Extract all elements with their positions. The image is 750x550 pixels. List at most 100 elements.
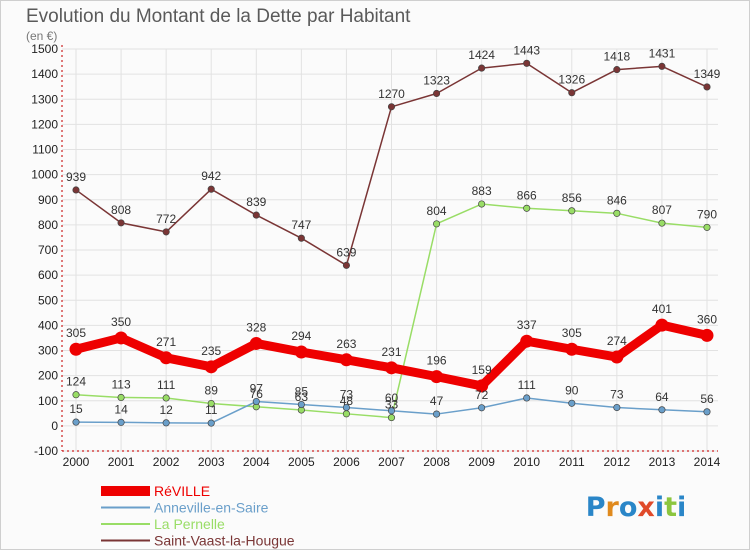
y-tick-label: 100: [38, 394, 58, 408]
x-tick-label: 2004: [243, 455, 270, 469]
series-point: [703, 408, 711, 416]
y-tick-label: 700: [38, 243, 58, 257]
data-label: 97: [250, 382, 264, 396]
y-tick-label: 800: [38, 218, 58, 232]
series-point: [249, 336, 263, 350]
data-label: 747: [291, 218, 311, 232]
data-label: 639: [336, 245, 356, 259]
data-label: 305: [66, 326, 86, 340]
grid: [62, 48, 718, 452]
legend-label: RéVILLE: [154, 483, 210, 499]
x-tick-label: 2007: [378, 455, 405, 469]
data-label: 76: [250, 387, 264, 401]
data-label: 866: [517, 188, 537, 202]
series-point: [655, 318, 669, 332]
series-point: [162, 394, 170, 402]
data-label: 90: [565, 383, 579, 397]
series-point: [207, 399, 215, 408]
data-label: 846: [607, 193, 627, 207]
series-point: [523, 204, 531, 212]
proxiti-logo: Proxiti: [586, 492, 687, 523]
series-point: [387, 414, 396, 422]
data-label: 12: [159, 403, 173, 417]
data-label: 73: [340, 388, 354, 402]
x-tick-label: 2013: [649, 455, 676, 469]
data-label: 790: [697, 207, 717, 221]
chart-subtitle: (en €): [26, 29, 57, 43]
series-point: [478, 200, 486, 208]
data-label: 294: [291, 329, 311, 343]
series-point: [433, 89, 441, 98]
x-tick-label: 2006: [333, 455, 360, 469]
series-point: [478, 64, 486, 72]
series-point: [207, 419, 215, 427]
series-point: [297, 234, 305, 242]
data-label: 159: [472, 363, 492, 377]
x-tick-label: 2010: [513, 455, 540, 469]
data-label: 856: [562, 191, 582, 205]
series-point: [523, 394, 531, 402]
y-tick-label: 1200: [31, 117, 58, 131]
y-tick-label: 1100: [32, 143, 58, 157]
series-point: [207, 185, 215, 193]
data-label: 883: [472, 184, 492, 198]
data-label: 63: [295, 390, 309, 404]
y-tick-label: 900: [38, 193, 58, 207]
series-point: [342, 410, 350, 418]
y-tick-label: 0: [51, 419, 58, 433]
series-point: [433, 220, 441, 228]
data-label: 196: [427, 354, 447, 368]
data-label: 804: [427, 204, 447, 218]
x-tick-label: 2005: [288, 455, 315, 469]
data-label: 1270: [378, 87, 405, 101]
series-point: [568, 399, 576, 407]
data-label: 274: [607, 334, 627, 348]
data-label: 47: [430, 394, 444, 408]
series-point: [252, 397, 260, 406]
series-point: [114, 331, 128, 345]
x-tick-label: 2003: [198, 455, 225, 469]
series-point: [294, 345, 308, 359]
series-point: [703, 83, 711, 91]
x-tick-label: 2011: [559, 455, 585, 469]
data-label: 124: [66, 375, 86, 389]
data-label: 271: [156, 335, 176, 349]
data-labels: 305 350 271 235 328 294 263 231 196 159 337 305 274 4…: [66, 43, 721, 417]
data-label: 1431: [649, 46, 676, 60]
data-label: 328: [246, 320, 266, 334]
data-label: 14: [114, 402, 128, 416]
series-point: [339, 353, 353, 367]
series-point: [162, 228, 170, 236]
axes: -100 0 100 200 300 400 500 600 700 800 900 1000 1100…: [31, 42, 720, 469]
data-label: 89: [205, 384, 219, 398]
legend-label: Saint-Vaast-la-Hougue: [154, 533, 295, 549]
data-label: 839: [246, 195, 266, 209]
data-label: 60: [385, 391, 399, 405]
data-label: 1323: [423, 73, 450, 87]
series-point: [72, 418, 80, 426]
data-label: 73: [610, 388, 624, 402]
y-tick-label: -100: [34, 444, 58, 458]
series-layer: [69, 59, 714, 427]
data-label: 350: [111, 315, 131, 329]
data-label: 360: [697, 312, 717, 326]
data-label: 231: [381, 345, 401, 359]
data-label: 56: [700, 392, 714, 406]
x-tick-label: 2012: [604, 455, 631, 469]
x-tick-label: 2001: [108, 455, 135, 469]
legend-label: La Pernelle: [154, 516, 225, 532]
series-point: [342, 403, 350, 412]
series-point: [700, 328, 714, 342]
data-label: 942: [201, 169, 221, 183]
series-point: [162, 419, 170, 427]
series-point: [72, 391, 80, 399]
series-point: [610, 350, 624, 364]
series-point: [159, 351, 173, 365]
data-label: 305: [562, 326, 582, 340]
series-point: [385, 361, 398, 375]
data-label: 401: [652, 302, 672, 316]
series-point: [523, 59, 531, 67]
series-point: [703, 223, 711, 231]
series-point: [72, 186, 80, 194]
